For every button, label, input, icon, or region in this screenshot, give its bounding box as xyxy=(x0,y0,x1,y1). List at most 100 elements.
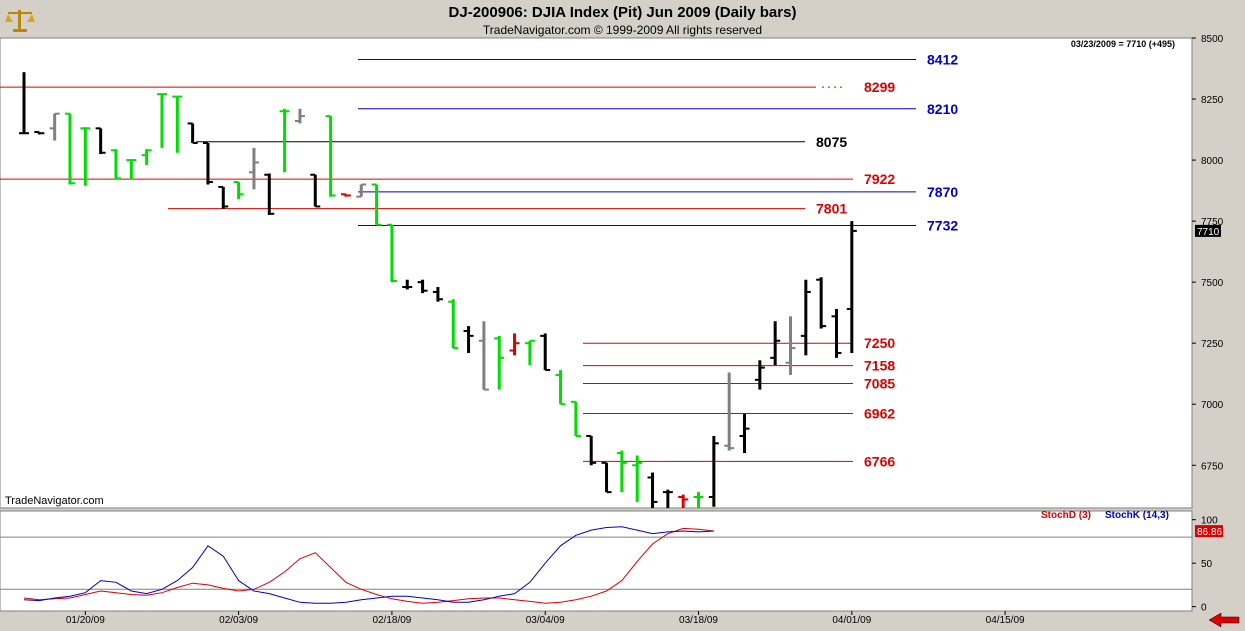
ohlc-bar xyxy=(678,494,689,508)
ohlc-bar xyxy=(141,149,152,165)
stoch-series-line xyxy=(23,526,714,604)
y-tick-label: 8000 xyxy=(1201,156,1224,167)
ohlc-bar xyxy=(570,400,581,437)
ohlc-bar xyxy=(601,461,612,494)
x-tick-label: 03/18/09 xyxy=(679,615,718,626)
ohlc-bar xyxy=(662,489,673,508)
ohlc-bar xyxy=(693,492,704,508)
ohlc-bar xyxy=(785,316,796,375)
ohlc-bar xyxy=(371,183,382,226)
x-tick-label: 04/15/09 xyxy=(986,615,1025,626)
ohlc-bar xyxy=(540,333,551,372)
stoch-last-value-label: 86.86 xyxy=(1197,527,1222,538)
ohlc-bar xyxy=(402,279,413,290)
ohlc-bar xyxy=(555,370,566,406)
ohlc-bar xyxy=(340,193,351,197)
level-label: 6962 xyxy=(864,406,895,422)
y-tick-label: 7750 xyxy=(1201,217,1224,228)
ohlc-bar xyxy=(478,321,489,391)
x-tick-label: 03/04/09 xyxy=(526,615,565,626)
stochastic-panel xyxy=(0,510,1193,612)
ohlc-bar xyxy=(448,299,459,350)
ohlc-bar xyxy=(202,141,213,185)
ohlc-bar xyxy=(310,173,321,208)
level-label: 7732 xyxy=(927,218,958,234)
level-label: 7158 xyxy=(864,358,895,374)
ohlc-bar xyxy=(754,360,765,390)
scroll-left-arrow-icon[interactable] xyxy=(1207,612,1241,628)
stoch-series-line xyxy=(23,527,714,604)
ohlc-bar xyxy=(187,122,198,144)
ohlc-bar xyxy=(172,95,183,153)
y-tick-label: 7250 xyxy=(1201,339,1224,350)
x-tick-label: 04/01/09 xyxy=(832,615,871,626)
level-label: 8412 xyxy=(927,51,958,67)
scales-logo-icon xyxy=(5,10,35,32)
ohlc-bar xyxy=(724,372,735,451)
x-tick-label: 02/03/09 xyxy=(219,615,258,626)
ohlc-bar xyxy=(846,221,857,353)
ohlc-bar xyxy=(647,472,658,508)
ohlc-bar xyxy=(294,108,305,124)
y-tick-label: 7500 xyxy=(1201,278,1224,289)
stoch-last-value-tag xyxy=(1195,525,1223,538)
y-tick-label: 8250 xyxy=(1201,95,1224,106)
ohlc-bar xyxy=(586,434,597,466)
level-label: 8299 xyxy=(864,79,895,95)
stoch-y-tick-label: 50 xyxy=(1201,559,1213,570)
level-label: 7250 xyxy=(864,335,895,351)
ohlc-bar xyxy=(233,181,244,200)
stoch-y-tick-label: 0 xyxy=(1201,603,1207,614)
ohlc-bar xyxy=(34,131,45,135)
price-panel xyxy=(0,37,1193,509)
ohlc-bar xyxy=(524,339,535,366)
ohlc-bar xyxy=(831,309,842,358)
ohlc-bar xyxy=(248,147,259,190)
ohlc-bar xyxy=(126,159,137,180)
ohlc-bar xyxy=(432,287,443,302)
ohlc-bar xyxy=(80,127,91,186)
last-value-label: 7710 xyxy=(1197,227,1220,238)
ohlc-bar xyxy=(64,112,75,185)
ohlc-bar xyxy=(264,173,275,216)
watermark-text: TradeNavigator.com xyxy=(5,495,104,507)
stoch-legend-k: StochK (14,3) xyxy=(1105,510,1169,521)
ohlc-bar xyxy=(49,112,60,141)
level-label: 8210 xyxy=(927,101,958,117)
level-label: 7922 xyxy=(864,171,895,187)
ohlc-bar xyxy=(110,149,121,180)
ohlc-bar xyxy=(356,183,367,198)
ohlc-bar xyxy=(708,435,719,507)
level-label: 7870 xyxy=(927,184,958,200)
ohlc-bar xyxy=(616,450,627,493)
y-tick-label: 7000 xyxy=(1201,400,1224,411)
ohlc-bar xyxy=(800,279,811,356)
chart-title: DJ-200906: DJIA Index (Pit) Jun 2009 (Da… xyxy=(448,4,797,21)
ohlc-bar xyxy=(417,279,428,294)
ohlc-bar xyxy=(816,277,827,329)
level-label: 7085 xyxy=(864,375,895,391)
ohlc-bar xyxy=(19,72,29,135)
y-tick-label: 6750 xyxy=(1201,461,1224,472)
ohlc-bar xyxy=(509,333,520,356)
ohlc-bar xyxy=(632,455,643,502)
ohlc-bar xyxy=(770,321,781,366)
ohlc-bar xyxy=(325,115,336,197)
ohlc-bar xyxy=(95,127,106,154)
ohlc-bar xyxy=(279,108,290,173)
ohlc-bar xyxy=(156,93,167,148)
level-label: 7801 xyxy=(816,201,847,217)
ohlc-bar xyxy=(494,335,505,390)
level-label: 6766 xyxy=(864,453,895,469)
x-tick-label: 01/20/09 xyxy=(66,615,105,626)
level-label: 8075 xyxy=(816,134,847,150)
status-text: 03/23/2009 = 7710 (+495) xyxy=(1071,39,1175,49)
ohlc-bar xyxy=(739,414,750,454)
stoch-legend-d: StochD (3) xyxy=(1041,510,1091,521)
chart-subtitle: TradeNavigator.com © 1999-2009 All right… xyxy=(482,23,763,37)
ohlc-bar xyxy=(386,223,397,283)
last-value-tag xyxy=(1195,224,1221,237)
ohlc-bar xyxy=(218,185,229,209)
